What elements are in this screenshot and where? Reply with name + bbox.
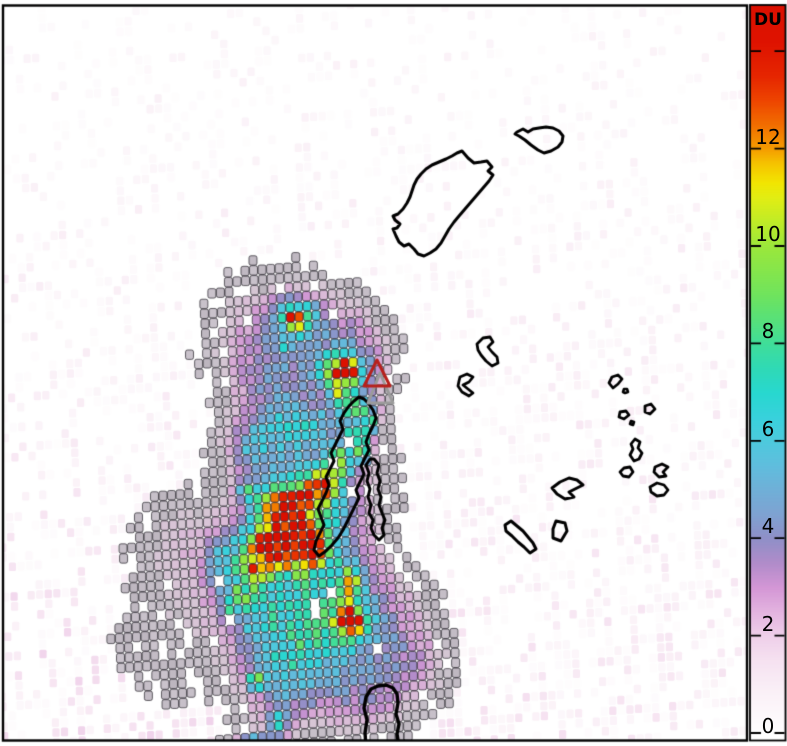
so2-plume-map-figure: DU 12 10 8 6 4 2 0: [0, 0, 787, 746]
so2-heatmap-canvas: [0, 0, 787, 746]
